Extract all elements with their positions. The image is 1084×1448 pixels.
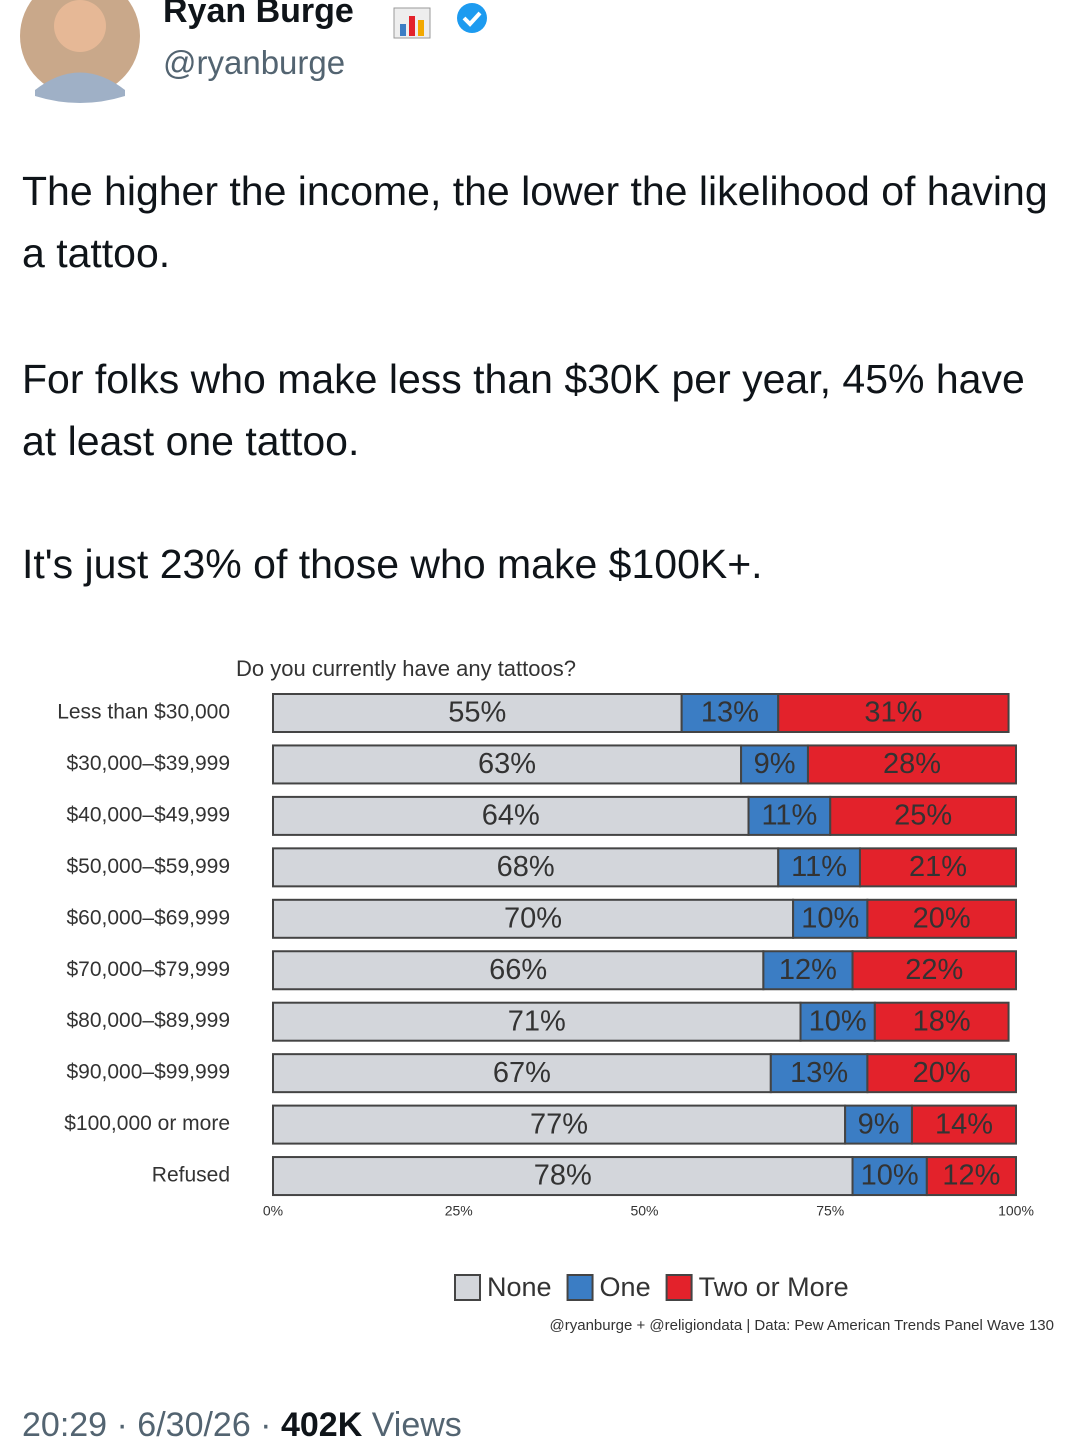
- bar-segment: [272, 898, 795, 939]
- y-tick-label: $70,000–$79,999: [67, 958, 231, 981]
- bar-segment: [272, 744, 743, 785]
- bar-segment: [777, 847, 861, 888]
- value-label: 71%: [508, 1005, 566, 1037]
- bar-segment: [910, 1104, 1017, 1145]
- value-label: 64%: [482, 800, 540, 832]
- value-label: 18%: [913, 1005, 971, 1037]
- value-label: 55%: [448, 697, 506, 729]
- value-label: 28%: [883, 748, 941, 780]
- bar-segment: [680, 693, 780, 733]
- bar-segment: [272, 950, 765, 991]
- bar-segment: [740, 744, 809, 785]
- x-tick-label: 0%: [263, 1203, 283, 1219]
- value-label: 12%: [779, 954, 837, 986]
- legend-swatch: [665, 1274, 693, 1301]
- avatar[interactable]: [0, 0, 160, 110]
- y-tick-label: $80,000–$89,999: [67, 1009, 231, 1032]
- bar-segment: [866, 898, 1018, 939]
- value-label: 20%: [913, 1057, 971, 1089]
- value-label: 9%: [858, 1108, 900, 1140]
- bar-segment: [844, 1104, 913, 1145]
- bar-segment: [925, 1156, 1018, 1197]
- views-label: Views: [371, 1406, 462, 1444]
- value-label: 10%: [801, 902, 859, 934]
- value-label: 11%: [761, 800, 817, 832]
- y-tick-label: $50,000–$59,999: [67, 855, 231, 878]
- timestamp[interactable]: 20:29 · 6/30/26 ·: [22, 1406, 272, 1444]
- y-tick-label: $60,000–$69,999: [67, 906, 231, 929]
- bar-segment: [272, 1156, 854, 1197]
- user-handle[interactable]: @ryanburge: [163, 44, 346, 81]
- bar-segment: [858, 847, 1017, 888]
- y-tick-label: $30,000–$39,999: [67, 752, 231, 775]
- x-tick-label: 25%: [445, 1203, 473, 1219]
- views-count: 402K: [280, 1406, 363, 1444]
- bar-segment: [829, 795, 1017, 836]
- tweet-text: The higher the income, the lower the lik…: [22, 168, 1048, 276]
- tweet-meta: 20:29 · 6/30/26 · 402K Views: [22, 1406, 462, 1445]
- value-label: 21%: [909, 851, 967, 883]
- bar-segment: [873, 1001, 1010, 1042]
- value-label: 31%: [864, 697, 922, 729]
- caption: @ryanburge + @religiondata | Data: Pew A…: [550, 1317, 1054, 1334]
- value-label: 63%: [478, 748, 536, 780]
- value-label: 68%: [497, 851, 555, 883]
- value-label: 10%: [809, 1005, 867, 1037]
- bar-segment: [851, 1156, 928, 1197]
- legend-label: None: [487, 1272, 552, 1302]
- x-tick-label: 100%: [998, 1203, 1034, 1219]
- y-tick-label: $100,000 or more: [64, 1112, 230, 1135]
- bar-segment: [851, 950, 1017, 991]
- value-label: 70%: [504, 902, 562, 934]
- value-label: 13%: [701, 697, 759, 729]
- tweet-text: For folks who make less than $30K per ye…: [22, 356, 1025, 464]
- x-tick-label: 75%: [816, 1203, 844, 1219]
- value-label: 22%: [905, 954, 963, 986]
- y-tick-label: Less than $30,000: [57, 701, 230, 724]
- bar-segment: [792, 898, 869, 939]
- bar-segment: [799, 1001, 876, 1042]
- value-label: 77%: [530, 1108, 588, 1140]
- bar-segment: [866, 1053, 1018, 1094]
- value-label: 14%: [935, 1108, 993, 1140]
- badges: [393, 3, 487, 39]
- value-label: 10%: [861, 1160, 919, 1192]
- bar-segment: [272, 847, 780, 888]
- value-label: 78%: [534, 1160, 592, 1192]
- user-name[interactable]: Ryan Burge: [163, 0, 354, 30]
- value-label: 66%: [489, 954, 547, 986]
- value-label: 67%: [493, 1057, 551, 1089]
- value-label: 9%: [754, 748, 796, 780]
- legend-swatch: [566, 1274, 594, 1301]
- chart-title: Do you currently have any tattoos?: [236, 656, 576, 681]
- y-tick-label: $40,000–$49,999: [67, 803, 231, 826]
- value-label: 11%: [791, 851, 847, 883]
- bar-segment: [272, 1104, 847, 1145]
- bar-segment: [806, 744, 1018, 785]
- value-label: 12%: [942, 1160, 1000, 1192]
- bar-segment: [747, 795, 832, 836]
- bar-segment: [272, 693, 683, 733]
- bar-segment: [762, 950, 854, 991]
- legend-label: Two or More: [699, 1272, 849, 1302]
- bar-segment: [272, 795, 750, 836]
- value-label: 13%: [790, 1057, 848, 1089]
- value-label: 20%: [913, 902, 971, 934]
- bar-segment: [777, 693, 1010, 733]
- x-tick-label: 50%: [630, 1203, 658, 1219]
- legend-label: One: [600, 1272, 651, 1302]
- tweet-text: It's just 23% of those who make $100K+.: [22, 541, 763, 587]
- legend-swatch: [454, 1274, 481, 1301]
- y-tick-label: Refused: [152, 1164, 230, 1187]
- bar-segment: [769, 1053, 869, 1094]
- bar-segment: [272, 1053, 772, 1094]
- bar-segment: [272, 1001, 802, 1042]
- y-tick-label: $90,000–$99,999: [67, 1061, 231, 1084]
- value-label: 25%: [894, 800, 952, 832]
